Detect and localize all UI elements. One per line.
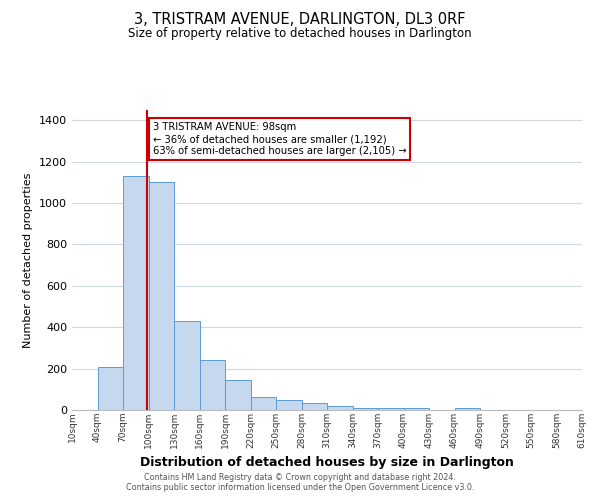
Bar: [327, 406, 353, 410]
Text: Contains HM Land Registry data © Crown copyright and database right 2024.: Contains HM Land Registry data © Crown c…: [144, 474, 456, 482]
Bar: [378, 408, 404, 410]
Bar: [225, 380, 251, 410]
Bar: [97, 366, 123, 410]
Text: Contains public sector information licensed under the Open Government Licence v3: Contains public sector information licen…: [126, 484, 474, 492]
Bar: [404, 408, 429, 410]
Y-axis label: Number of detached properties: Number of detached properties: [23, 172, 34, 348]
Bar: [149, 182, 174, 410]
Bar: [455, 408, 480, 410]
Bar: [302, 403, 327, 410]
Bar: [199, 360, 225, 410]
Bar: [251, 397, 276, 410]
Bar: [174, 321, 199, 410]
Bar: [123, 176, 149, 410]
Text: 3, TRISTRAM AVENUE, DARLINGTON, DL3 0RF: 3, TRISTRAM AVENUE, DARLINGTON, DL3 0RF: [134, 12, 466, 28]
Text: 3 TRISTRAM AVENUE: 98sqm
← 36% of detached houses are smaller (1,192)
63% of sem: 3 TRISTRAM AVENUE: 98sqm ← 36% of detach…: [153, 122, 406, 156]
Bar: [353, 408, 378, 410]
X-axis label: Distribution of detached houses by size in Darlington: Distribution of detached houses by size …: [140, 456, 514, 469]
Text: Size of property relative to detached houses in Darlington: Size of property relative to detached ho…: [128, 28, 472, 40]
Bar: [276, 400, 302, 410]
